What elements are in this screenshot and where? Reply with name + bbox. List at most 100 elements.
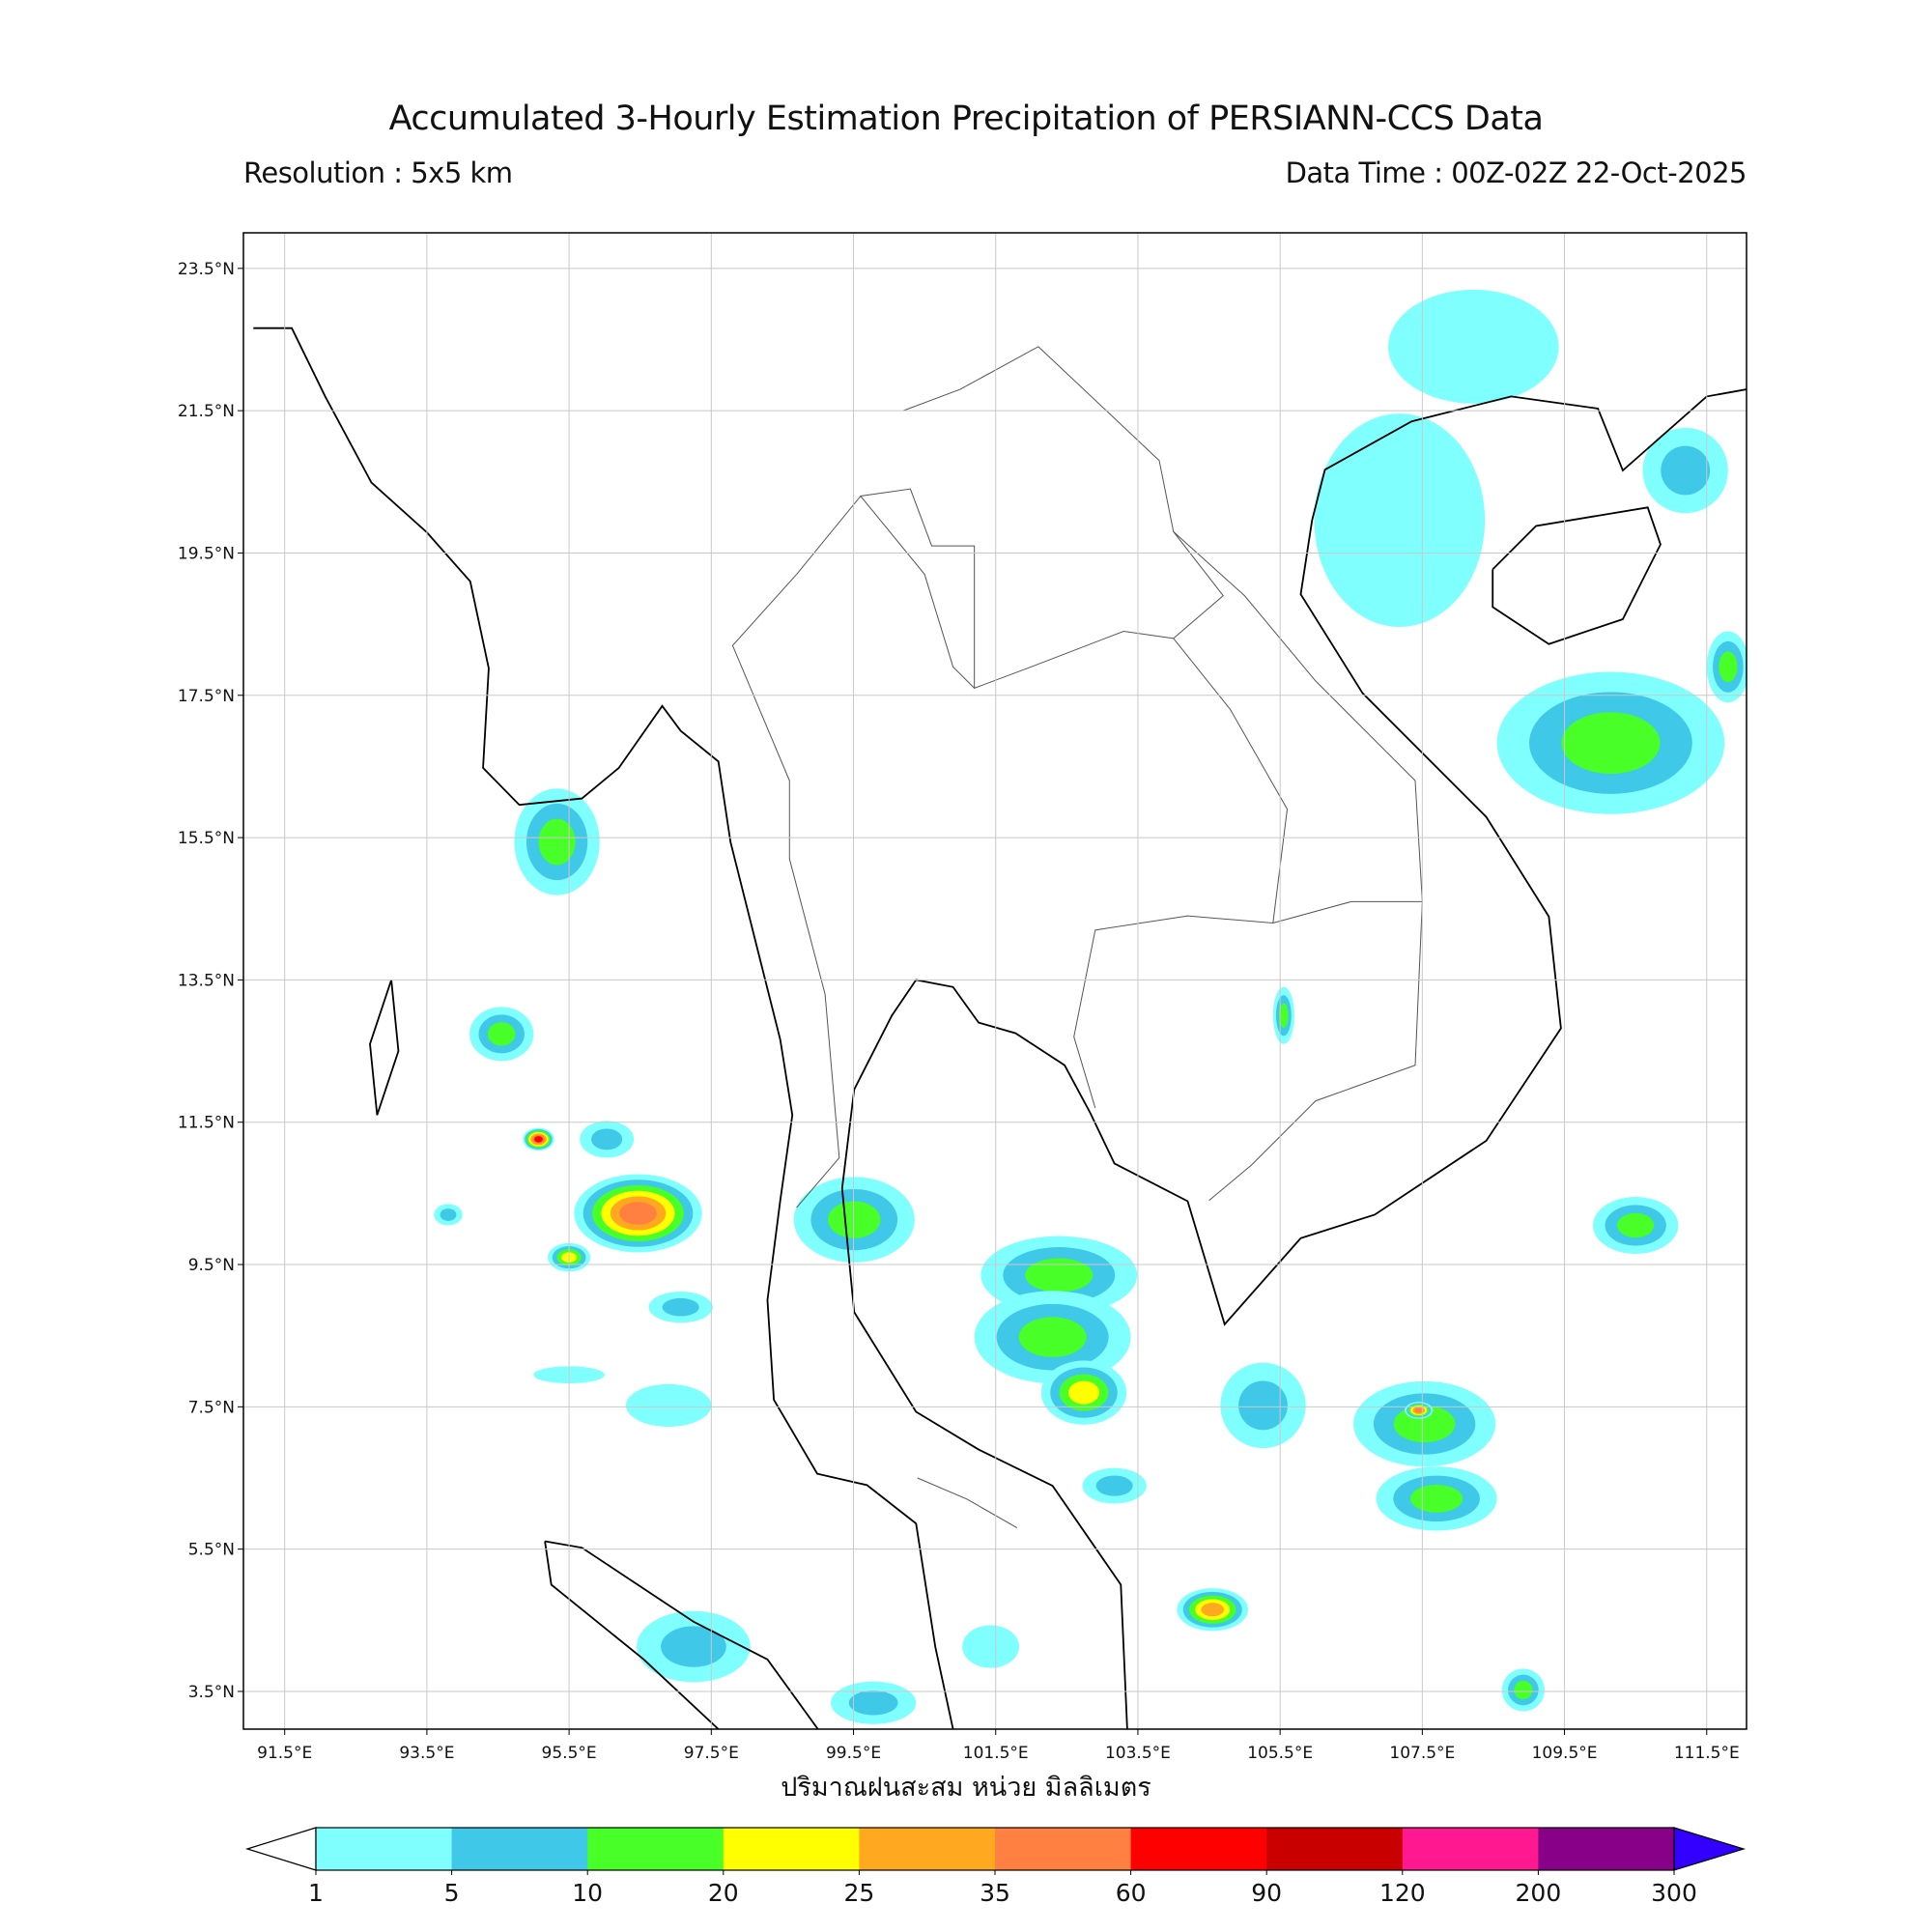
rain-contour bbox=[1561, 712, 1661, 775]
rain-area bbox=[1040, 1360, 1127, 1425]
colorbar-tick-label: 20 bbox=[708, 1879, 739, 1907]
lon-tick-label: 101.5°E bbox=[963, 1744, 1029, 1763]
rain-area bbox=[514, 788, 600, 895]
colorbar-segment bbox=[859, 1828, 996, 1870]
lat-tick-label: 9.5°N bbox=[188, 1256, 235, 1275]
rain-contour bbox=[1095, 1475, 1133, 1496]
colorbar-over-arrow bbox=[1673, 1827, 1747, 1871]
map-frame bbox=[242, 232, 1747, 1730]
colorbar-tick-label: 1 bbox=[308, 1879, 324, 1907]
rain-area bbox=[625, 1383, 712, 1427]
lat-tick-label: 19.5°N bbox=[178, 544, 235, 563]
colorbar-tick-label: 200 bbox=[1516, 1879, 1562, 1907]
colorbar-tick-label: 300 bbox=[1651, 1879, 1697, 1907]
rain-area bbox=[574, 1174, 702, 1253]
country-border bbox=[917, 1477, 1018, 1528]
rain-area bbox=[469, 1007, 534, 1062]
rain-area bbox=[1177, 1588, 1249, 1632]
rain-contour bbox=[538, 818, 576, 866]
colorbar-tick-label: 120 bbox=[1379, 1879, 1426, 1907]
colorbar-segment bbox=[316, 1828, 453, 1870]
rain-contour bbox=[1279, 1003, 1289, 1028]
colorbar-tick-label: 5 bbox=[444, 1879, 460, 1907]
lat-tick-label: 5.5°N bbox=[188, 1541, 235, 1560]
country-border bbox=[1208, 900, 1423, 1202]
rain-area bbox=[1496, 671, 1725, 814]
rain-area bbox=[1272, 986, 1294, 1044]
rain-area bbox=[637, 1610, 751, 1683]
rain-contour bbox=[487, 1022, 516, 1046]
lat-tick-label: 15.5°N bbox=[178, 829, 235, 848]
rain-contour bbox=[1314, 413, 1486, 628]
lat-tick-label: 21.5°N bbox=[178, 402, 235, 421]
rain-contour bbox=[1414, 1407, 1423, 1413]
rain-area bbox=[1501, 1668, 1545, 1712]
country-border bbox=[860, 496, 976, 689]
rain-contour bbox=[1617, 1212, 1655, 1238]
rain-contour bbox=[661, 1626, 726, 1667]
rain-contour bbox=[1719, 651, 1738, 683]
rain-area bbox=[1593, 1197, 1679, 1254]
lat-tick-label: 3.5°N bbox=[188, 1683, 235, 1702]
colorbar-tick-label: 25 bbox=[843, 1879, 874, 1907]
lon-tick-label: 99.5°E bbox=[826, 1744, 881, 1763]
lat-tick-label: 13.5°N bbox=[178, 971, 235, 990]
rain-contour bbox=[1409, 1484, 1463, 1513]
coastline bbox=[544, 1541, 720, 1729]
gridlines bbox=[243, 233, 1747, 1729]
lon-tick-label: 111.5°E bbox=[1674, 1744, 1740, 1763]
country-border bbox=[731, 574, 840, 1208]
rain-layer bbox=[434, 289, 1747, 1724]
rain-area bbox=[1314, 413, 1486, 628]
coastline bbox=[1492, 506, 1662, 645]
colorbar-segment bbox=[1402, 1828, 1539, 1870]
rain-area bbox=[974, 1291, 1131, 1384]
lat-tick-label: 23.5°N bbox=[178, 260, 235, 279]
colorbar-segment bbox=[723, 1828, 860, 1870]
coastline-layer bbox=[253, 327, 1747, 1729]
rain-contour bbox=[1018, 1317, 1087, 1357]
rain-area bbox=[1706, 631, 1747, 703]
lon-tick-label: 103.5°E bbox=[1105, 1744, 1171, 1763]
data-time-label: Data Time : 00Z-02Z 22-Oct-2025 bbox=[1285, 156, 1747, 189]
colorbar-tick-label: 60 bbox=[1116, 1879, 1147, 1907]
country-border bbox=[796, 488, 1289, 1109]
lon-tick-label: 105.5°E bbox=[1247, 1744, 1313, 1763]
rain-area bbox=[1376, 1466, 1497, 1531]
colorbar-segment bbox=[1130, 1828, 1267, 1870]
lon-tick-label: 109.5°E bbox=[1532, 1744, 1598, 1763]
rain-contour bbox=[1201, 1603, 1225, 1617]
rain-contour bbox=[534, 1136, 543, 1143]
lat-tick-label: 11.5°N bbox=[178, 1114, 235, 1133]
colorbar-segment bbox=[587, 1828, 724, 1870]
colorbar-label: ปริมาณฝนสะสม หน่วย มิลลิเมตร bbox=[781, 1773, 1151, 1803]
country-border bbox=[1173, 530, 1423, 902]
rain-contour bbox=[1661, 445, 1711, 496]
rain-area bbox=[1352, 1380, 1496, 1467]
rain-area bbox=[1082, 1467, 1147, 1504]
rain-contour bbox=[1067, 1380, 1100, 1405]
resolution-label: Resolution : 5x5 km bbox=[243, 156, 513, 189]
rain-contour bbox=[619, 1202, 657, 1225]
map-title: Accumulated 3-Hourly Estimation Precipit… bbox=[388, 99, 1544, 138]
rain-area bbox=[980, 1236, 1138, 1315]
rain-contour bbox=[962, 1625, 1020, 1668]
lon-tick-label: 91.5°E bbox=[257, 1744, 312, 1763]
colorbar-tick-label: 10 bbox=[572, 1879, 603, 1907]
rain-area bbox=[962, 1625, 1020, 1668]
rain-area bbox=[434, 1204, 463, 1226]
rain-contour bbox=[1238, 1380, 1288, 1431]
rain-contour bbox=[625, 1383, 712, 1427]
lon-tick-label: 93.5°E bbox=[399, 1744, 454, 1763]
coastline bbox=[840, 388, 1747, 1729]
rain-area bbox=[1388, 289, 1559, 404]
rain-area bbox=[1220, 1362, 1306, 1449]
lon-tick-label: 97.5°E bbox=[684, 1744, 739, 1763]
rain-contour bbox=[662, 1297, 699, 1317]
rain-contour bbox=[440, 1208, 457, 1221]
colorbar-segment bbox=[1266, 1828, 1404, 1870]
lon-tick-label: 107.5°E bbox=[1389, 1744, 1455, 1763]
colorbar-under-arrow bbox=[244, 1827, 317, 1871]
colorbar-segment bbox=[451, 1828, 588, 1870]
